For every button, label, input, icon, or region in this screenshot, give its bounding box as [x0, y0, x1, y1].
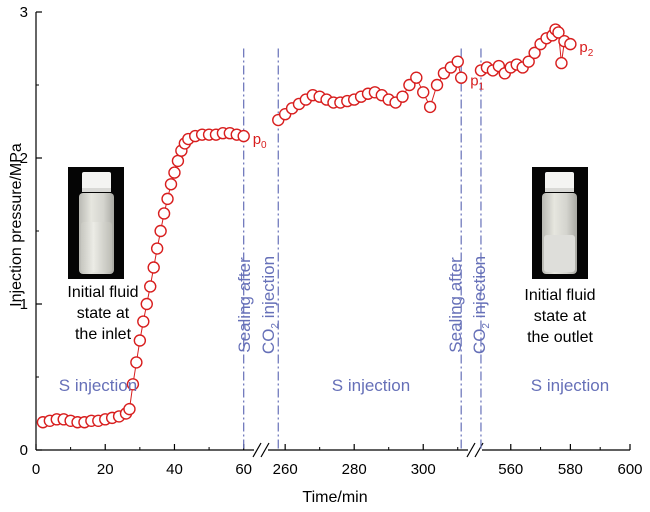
sealing-annotation-2: Sealing after CO2 injection [446, 256, 492, 354]
y-tick-label: 3 [20, 4, 28, 21]
data-point [161, 192, 174, 206]
data-point [168, 166, 181, 179]
x-axis-title: Time/min [302, 489, 367, 506]
svg-text:state at: state at [77, 305, 130, 322]
outlet-fluid-photo [532, 167, 588, 279]
inlet-fluid-photo [68, 167, 124, 279]
svg-text:CO2 injection: CO2 injection [259, 256, 281, 354]
data-point [144, 280, 157, 293]
data-point [137, 315, 150, 328]
region-label-1: S injection [59, 376, 137, 395]
point-label: p0 [253, 131, 267, 151]
svg-text:Sealing after: Sealing after [446, 257, 465, 353]
data-point [451, 55, 464, 68]
data-point [157, 207, 171, 220]
event-lines [243, 48, 482, 450]
data-point [126, 378, 140, 391]
svg-text:Initial fluid: Initial fluid [67, 284, 138, 301]
inlet-caption: Initial fluid state at the inlet [67, 284, 138, 343]
y-axis-title: Injection pressure/MPa [8, 143, 25, 307]
data-point [154, 224, 167, 238]
data-point [454, 71, 468, 84]
axis-break-mark [260, 442, 270, 458]
y-tick-label: 2 [20, 150, 28, 167]
y-tick-label: 1 [20, 296, 28, 313]
data-point [528, 46, 541, 60]
x-tick-label: 20 [97, 461, 114, 478]
data-point [150, 242, 164, 255]
svg-text:CO2 injection: CO2 injection [470, 256, 492, 354]
data-point [123, 402, 136, 416]
svg-text:Initial fluid: Initial fluid [524, 287, 595, 304]
x-tick-label: 300 [411, 461, 436, 478]
data-point [552, 26, 565, 39]
point-label: p2 [579, 39, 593, 59]
y-tick-label: 0 [20, 442, 28, 459]
x-tick-label: 40 [166, 461, 183, 478]
x-tick-label: 560 [498, 461, 523, 478]
data-point [147, 261, 160, 274]
svg-text:the outlet: the outlet [527, 329, 593, 346]
data-point [417, 86, 430, 99]
svg-text:Sealing after: Sealing after [235, 257, 254, 353]
data-point [130, 356, 143, 369]
outlet-caption: Initial fluid state at the outlet [524, 287, 595, 346]
data-point [171, 154, 185, 168]
svg-text:the inlet: the inlet [75, 326, 132, 343]
data-point [423, 100, 437, 114]
x-tick-label: 600 [617, 461, 642, 478]
x-tick-label: 60 [235, 461, 252, 478]
data-point [430, 78, 444, 92]
data-point [164, 178, 178, 191]
data-points [36, 23, 577, 429]
region-label-2: S injection [332, 376, 410, 395]
data-point [555, 56, 568, 70]
x-tick-label: 0 [32, 461, 40, 478]
data-point [522, 55, 535, 68]
sealing-annotation-1: Sealing after CO2 injection [235, 256, 281, 354]
axis-break-mark [252, 442, 262, 458]
x-tick-label: 580 [558, 461, 583, 478]
x-tick-label: 280 [342, 461, 367, 478]
x-tick-label: 260 [273, 461, 298, 478]
data-point [133, 334, 147, 347]
point-label: p1 [470, 73, 484, 93]
ticks: 0 1 2 3 0 20 40 60 260 280 300 560 580 600 [20, 4, 643, 478]
point-labels: p0 p1 p2 [253, 39, 594, 151]
data-point [564, 37, 577, 51]
axis-break-mark [466, 442, 476, 458]
data-point [410, 71, 423, 84]
data-point [396, 90, 409, 103]
svg-text:state at: state at [534, 308, 587, 325]
region-label-3: S injection [531, 376, 609, 395]
axis-break-mark [474, 442, 484, 458]
data-point [140, 297, 153, 311]
data-point [237, 129, 250, 143]
